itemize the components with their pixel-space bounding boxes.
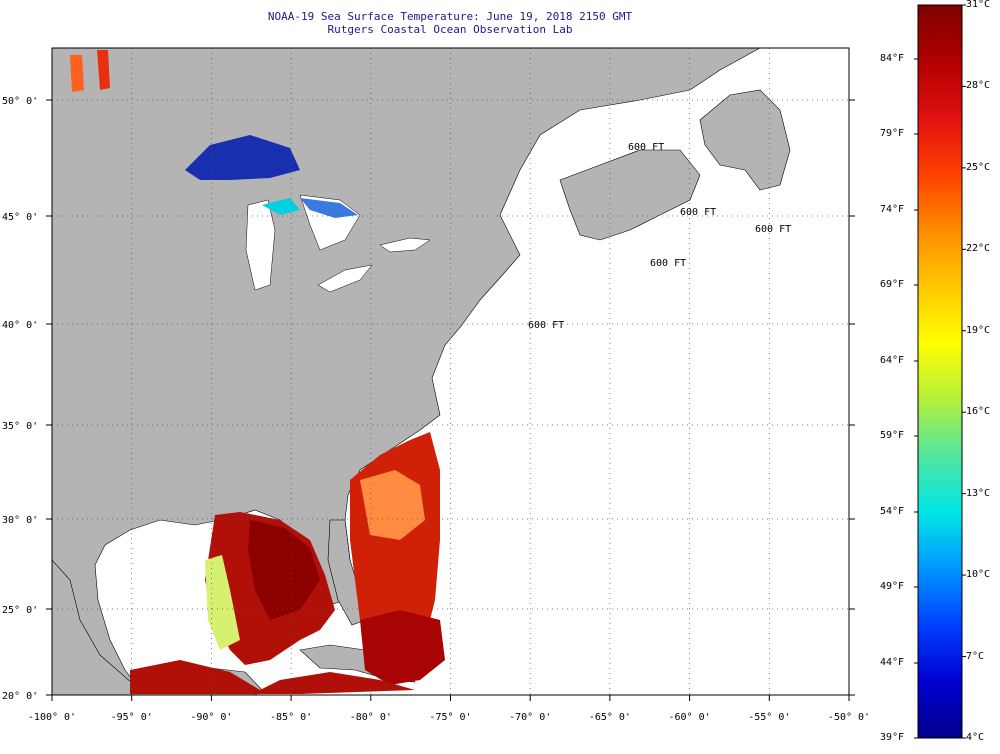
lake-superior [185, 135, 300, 180]
sst-hudson-warm [70, 55, 84, 92]
lon-tick-label: -55° 0' [748, 712, 790, 723]
fahrenheit-label: 69°F [880, 279, 905, 290]
fahrenheit-label: 84°F [880, 53, 905, 64]
sst-hudson-warm2 [97, 50, 110, 90]
contour-label: 600 FT [680, 207, 716, 218]
celsius-label: 16°C [966, 406, 991, 418]
celsius-label: 7°C [966, 650, 985, 662]
lake-huron-cold [300, 198, 358, 218]
fahrenheit-label: 54°F [880, 506, 905, 517]
sst-gulf-cool [205, 555, 240, 650]
celsius-label: 25°C [966, 161, 991, 173]
fahrenheit-label: 39°F [880, 732, 905, 743]
lon-tick-label: -95° 0' [111, 712, 153, 723]
lon-tick-label: -100° 0' [28, 712, 76, 723]
fahrenheit-label: 74°F [880, 204, 905, 215]
sst-gulf-hot [248, 520, 320, 620]
lake-ontario [379, 237, 431, 253]
lat-tick-label: 25° 0' [2, 605, 38, 616]
lat-tick-label: 20° 0' [2, 691, 38, 702]
lake-michigan [245, 199, 276, 291]
lat-tick-label: 30° 0' [2, 515, 38, 526]
sst-caribbean [130, 660, 415, 694]
celsius-label: 22°C [966, 243, 991, 255]
celsius-label: 13°C [966, 487, 991, 499]
lat-tick-label: 35° 0' [2, 421, 38, 432]
lon-tick-label: -75° 0' [429, 712, 471, 723]
lon-tick-label: -70° 0' [509, 712, 551, 723]
sst-bahamas [360, 610, 445, 685]
map-subtitle: Rutgers Coastal Ocean Observation Lab [327, 23, 573, 36]
celsius-label: 4°C [966, 732, 985, 743]
fahrenheit-label: 44°F [880, 657, 905, 668]
map-title: NOAA-19 Sea Surface Temperature: June 19… [267, 10, 633, 23]
longitude-labels: -100° 0' -95° 0' -90° 0' -85° 0' -80° 0' -75°… [28, 712, 870, 723]
celsius-label: 19°C [966, 324, 991, 336]
lon-tick-label: -60° 0' [669, 712, 711, 723]
sst-atlantic-patch [360, 470, 425, 540]
sst-lake-blue [262, 198, 300, 215]
colorbar-ticks [914, 4, 966, 739]
axis-ticks [46, 99, 855, 701]
contour-label: 600 FT [528, 320, 564, 331]
fahrenheit-label: 49°F [880, 581, 905, 592]
lon-tick-label: -85° 0' [270, 712, 312, 723]
fahrenheit-label: 79°F [880, 128, 905, 139]
celsius-label: 28°C [966, 80, 991, 92]
lat-tick-label: 40° 0' [2, 320, 38, 331]
lon-tick-label: -50° 0' [828, 712, 870, 723]
land-areas [51, 47, 791, 696]
lon-tick-label: -90° 0' [190, 712, 232, 723]
lon-tick-label: -65° 0' [589, 712, 631, 723]
lon-tick-label: -80° 0' [350, 712, 392, 723]
land-maritimes [559, 149, 701, 241]
contour-label: 600 FT [650, 258, 686, 269]
fahrenheit-label: 59°F [880, 430, 905, 441]
lake-erie [317, 264, 373, 293]
celsius-label: 10°C [966, 569, 991, 581]
fahrenheit-label: 64°F [880, 355, 905, 366]
celsius-label: 31°C [966, 0, 991, 10]
contour-label: 600 FT [628, 142, 664, 153]
contour-label: 600 FT [755, 224, 791, 235]
lat-tick-label: 45° 0' [2, 212, 38, 223]
lat-tick-label: 50° 0' [2, 96, 38, 107]
latitude-labels: 50° 0' 45° 0' 40° 0' 35° 0' 30° 0' 25° 0' 20° … [2, 96, 38, 702]
sst-overlays [70, 50, 445, 694]
land-newfoundland [699, 89, 791, 191]
colorbar [917, 4, 963, 739]
